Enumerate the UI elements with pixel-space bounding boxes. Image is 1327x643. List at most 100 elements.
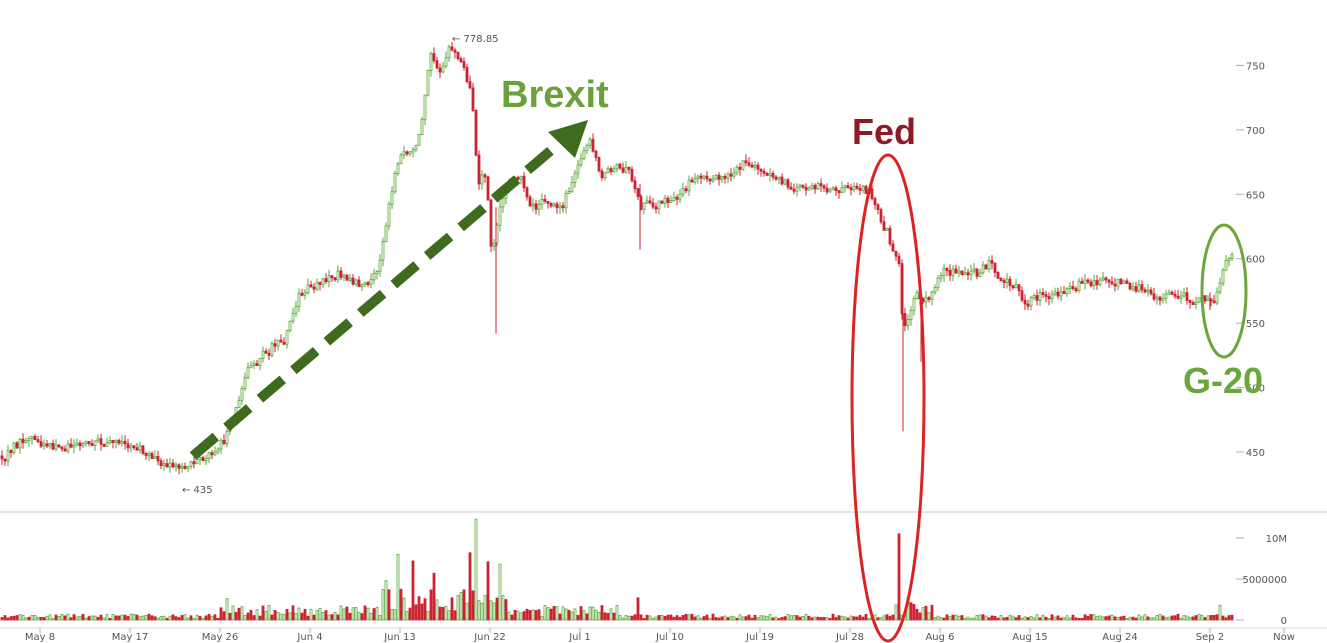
volume-bar <box>27 616 31 621</box>
candle-body <box>516 176 520 180</box>
candle-body <box>414 144 418 151</box>
volume-bar <box>990 615 994 621</box>
volume-bar <box>1218 604 1222 621</box>
candle-body <box>498 206 502 226</box>
volume-bar <box>120 614 124 621</box>
volume-bar <box>546 607 550 621</box>
volume-bar <box>186 617 190 621</box>
volume-bar <box>516 610 520 621</box>
candle-body <box>702 175 706 179</box>
candle-body <box>1011 285 1015 289</box>
candle-body <box>1212 300 1216 304</box>
candle-body <box>597 157 601 172</box>
candle-body <box>1002 280 1006 283</box>
volume-bar <box>918 612 922 621</box>
volume-bar <box>1056 615 1060 621</box>
volume-bar <box>273 610 277 621</box>
volume-bar <box>402 597 406 621</box>
candle-body <box>189 461 193 467</box>
candle-body <box>726 173 730 179</box>
volume-bar <box>21 614 25 621</box>
volume-bar <box>24 617 28 621</box>
candle-body <box>168 462 172 468</box>
volume-bar <box>564 608 568 621</box>
volume-bar <box>879 617 883 621</box>
candle-body <box>813 184 817 190</box>
candle-body <box>267 352 271 356</box>
volume-bar <box>597 611 601 621</box>
volume-bar <box>375 606 379 621</box>
candle-body <box>831 187 835 191</box>
candle-body <box>1059 291 1063 297</box>
volume-bar <box>1068 617 1072 621</box>
time-tick-label: Jul 28 <box>835 632 864 643</box>
candle-body <box>624 166 628 173</box>
volume-bar <box>942 617 946 621</box>
candle-body <box>1107 279 1111 283</box>
volume-bar <box>660 615 664 621</box>
volume-bar <box>984 615 988 621</box>
candle-body <box>534 203 538 210</box>
volume-bar <box>1047 618 1051 621</box>
volume-bar <box>75 616 79 621</box>
candle-body <box>762 170 766 174</box>
candle-body <box>1119 278 1123 284</box>
candle-body <box>615 163 619 170</box>
candle-body <box>969 270 973 276</box>
volume-bar <box>324 610 328 621</box>
volume-bar <box>459 592 463 621</box>
candle-body <box>876 204 880 210</box>
volume-bar <box>171 614 175 621</box>
candle-body <box>1089 281 1093 287</box>
candle-body <box>531 203 535 207</box>
volume-bar <box>513 609 517 621</box>
candle-body <box>216 448 220 453</box>
candle-body <box>1071 286 1075 290</box>
volume-bar <box>690 613 694 621</box>
volume-bar <box>651 617 655 621</box>
candle-body <box>1164 293 1168 299</box>
candle-body <box>162 463 166 467</box>
candle-body <box>171 462 175 468</box>
volume-bar <box>588 606 592 621</box>
volume-bar <box>948 616 952 621</box>
volume-bar <box>225 598 229 621</box>
volume-bar <box>645 614 649 621</box>
volume-bar <box>1134 617 1138 621</box>
candle-body <box>1020 290 1024 301</box>
candle-body <box>1137 284 1141 292</box>
volume-bar <box>114 615 118 621</box>
candle-body <box>759 168 763 172</box>
candle-body <box>1110 281 1114 285</box>
candle-body <box>1125 280 1129 284</box>
volume-bar <box>1017 615 1021 621</box>
volume-bar <box>66 613 70 621</box>
candle-body <box>870 188 874 200</box>
time-tick-label: Jun 22 <box>473 632 506 643</box>
volume-bar <box>450 597 454 621</box>
candle-body <box>213 451 217 456</box>
candle-body <box>1062 291 1066 295</box>
volume-bar <box>705 614 709 621</box>
volume-bar <box>354 607 358 621</box>
candle-body <box>1047 296 1051 300</box>
time-tick-label: Jun 4 <box>296 632 322 643</box>
price-tick-label: 750 <box>1246 61 1265 72</box>
candle-body <box>72 444 76 448</box>
time-tick-label: Jun 13 <box>383 632 416 643</box>
volume-bar <box>555 606 559 621</box>
candle-body <box>1221 269 1225 284</box>
volume-bar <box>738 614 742 621</box>
candle-body <box>45 443 49 447</box>
time-tick-label: Aug 24 <box>1102 632 1137 643</box>
candle-body <box>960 270 964 276</box>
candle-body <box>798 184 802 188</box>
candle-body <box>912 298 916 311</box>
volume-bar <box>216 617 220 621</box>
candle-body <box>573 172 577 183</box>
volume-bar <box>1023 616 1027 621</box>
time-tick-label: May 17 <box>112 632 149 643</box>
candle-body <box>342 274 346 278</box>
volume-bar <box>1113 616 1117 621</box>
volume-bar <box>480 602 484 621</box>
